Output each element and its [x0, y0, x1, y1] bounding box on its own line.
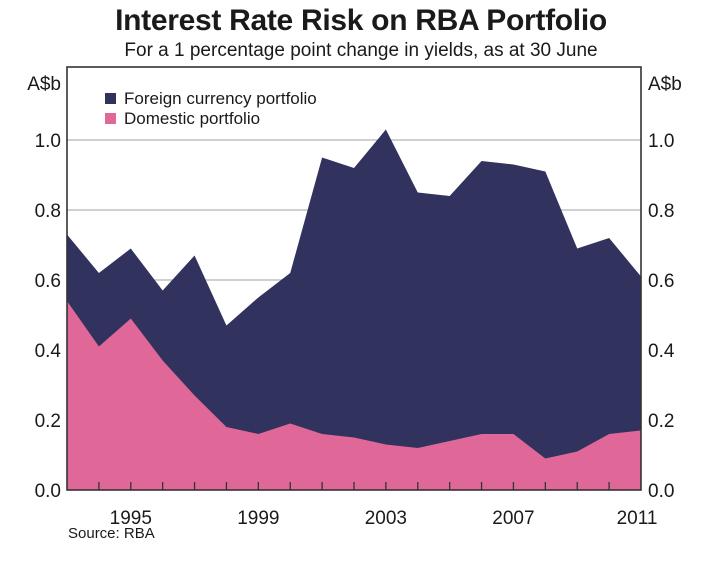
x-tick-label: 1999 [237, 508, 279, 529]
area-foreign-currency-portfolio [67, 129, 641, 490]
y-tick-label-right: 1.0 [648, 131, 674, 152]
x-axis-labels: 1995 1999 2003 2007 2011 [110, 508, 658, 529]
y-tick-label-right: 0.6 [648, 271, 674, 292]
y-axis-unit-left: A$b [27, 74, 61, 95]
y-tick-label-right: 0.2 [648, 411, 674, 432]
y-tick-label-left: 0.2 [35, 411, 61, 432]
x-axis-ticks [98, 482, 610, 490]
legend: Foreign currency portfolio Domestic port… [105, 89, 317, 128]
chart-subtitle: For a 1 percentage point change in yield… [124, 40, 598, 61]
source-note: Source: RBA [68, 525, 155, 542]
x-tick-label: 2003 [365, 508, 407, 529]
legend-label-domestic: Domestic portfolio [124, 109, 260, 128]
chart-title: Interest Rate Risk on RBA Portfolio [115, 4, 607, 37]
y-axis-left: 0.0 0.2 0.4 0.6 0.8 1.0 [35, 131, 62, 502]
y-tick-label-left: 0.8 [35, 201, 61, 222]
legend-swatch-domestic [105, 113, 116, 124]
x-tick-label: 2011 [617, 508, 658, 529]
y-axis-right: 0.0 0.2 0.4 0.6 0.8 1.0 [648, 131, 675, 502]
plot-frame [66, 66, 642, 491]
legend-label-foreign: Foreign currency portfolio [124, 89, 317, 108]
y-tick-label-right: 0.4 [648, 341, 675, 362]
y-tick-label-left: 0.6 [35, 271, 61, 292]
y-axis-unit-right: A$b [648, 74, 682, 95]
y-tick-label-right: 0.8 [648, 201, 674, 222]
y-tick-label-left: 1.0 [35, 131, 61, 152]
area-domestic-portfolio [67, 301, 641, 490]
x-tick-label: 1995 [110, 508, 152, 529]
x-tick-label: 2007 [492, 508, 534, 529]
y-tick-label-left: 0.4 [35, 341, 62, 362]
y-tick-label-right: 0.0 [648, 481, 674, 502]
y-tick-label-left: 0.0 [35, 481, 61, 502]
legend-swatch-foreign [105, 93, 116, 104]
